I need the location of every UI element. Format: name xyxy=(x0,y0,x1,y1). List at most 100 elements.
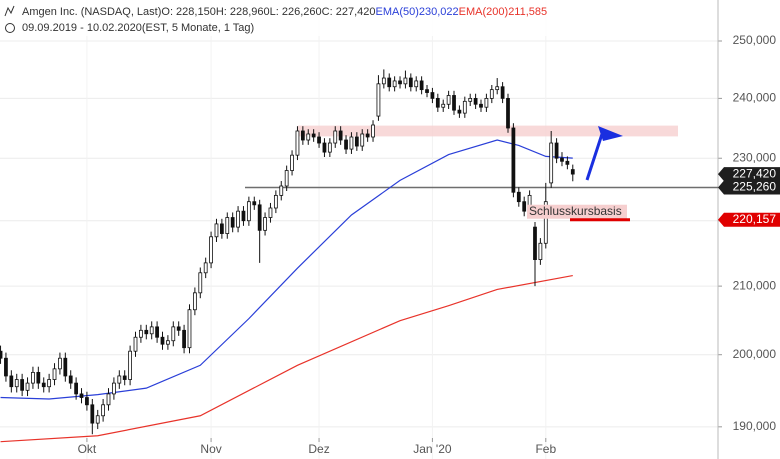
legend-entry: EMA(50) xyxy=(375,6,418,18)
candle-body xyxy=(570,169,575,175)
candle-body xyxy=(122,375,127,380)
candle-body xyxy=(284,170,289,187)
arrow xyxy=(585,130,605,181)
candle-body xyxy=(139,329,143,338)
candle-body xyxy=(522,201,527,212)
candle-body xyxy=(430,92,435,99)
candle-body xyxy=(193,292,197,311)
candle-body xyxy=(252,201,257,206)
candle-body xyxy=(425,89,429,93)
candle-body xyxy=(452,95,456,111)
candle-body xyxy=(311,133,316,138)
candle-body xyxy=(230,217,235,228)
candle-body xyxy=(166,340,170,345)
legend-value: 211,585 xyxy=(508,6,547,18)
ohlc-value: H: 228,960 xyxy=(216,6,270,18)
candle-body xyxy=(31,371,35,384)
candle-body xyxy=(176,326,181,331)
candle-body xyxy=(338,130,343,141)
legend-value: 230,022 xyxy=(419,6,459,18)
candle-body xyxy=(387,77,392,88)
candle-body xyxy=(257,204,262,231)
annotation-bg xyxy=(527,204,627,219)
ohlc-value: O: 228,150 xyxy=(161,6,215,18)
candle-body xyxy=(41,382,46,388)
candle-body xyxy=(52,368,57,380)
level-tag: 225,260 xyxy=(733,180,777,194)
candle-body xyxy=(376,83,381,117)
candle-body xyxy=(473,97,478,105)
candle-body xyxy=(306,133,311,141)
candle-body xyxy=(9,375,14,388)
x-tick-label: Nov xyxy=(200,442,221,456)
candle-body xyxy=(20,379,25,391)
resistance-zone xyxy=(298,125,678,137)
candle-body xyxy=(68,375,73,384)
candle-body xyxy=(506,97,510,129)
candle-body xyxy=(209,236,213,264)
y-tick-label: 250,000 xyxy=(733,33,777,47)
candle-body xyxy=(182,329,186,349)
candle-body xyxy=(171,326,176,342)
candle-body xyxy=(462,100,467,114)
candle-body xyxy=(333,130,338,144)
candle-body xyxy=(565,160,570,165)
candle-body xyxy=(0,350,3,359)
candle-body xyxy=(484,97,489,108)
candle-body xyxy=(414,80,419,88)
candle-body xyxy=(554,142,559,159)
candle-body xyxy=(58,357,62,370)
candle-body xyxy=(117,375,122,384)
chart-icon xyxy=(4,5,15,17)
y-tick-label: 230,000 xyxy=(733,150,777,164)
candle-body xyxy=(246,201,251,222)
candle-body xyxy=(511,127,516,193)
legend-entry: EMA(200) xyxy=(459,6,509,18)
candle-body xyxy=(106,393,111,406)
candle-body xyxy=(479,103,483,108)
last-price-tag-box xyxy=(718,167,780,182)
candle-body xyxy=(516,191,521,203)
candle-body xyxy=(155,326,159,338)
candle-body xyxy=(344,139,348,150)
y-tick-label: 190,000 xyxy=(733,419,777,433)
candle-body xyxy=(241,210,246,222)
plot-area xyxy=(0,0,722,459)
candle-body xyxy=(25,382,30,391)
candle-body xyxy=(371,124,375,138)
candle-body xyxy=(468,97,473,102)
candle-body xyxy=(457,109,462,114)
candle-body xyxy=(300,130,305,141)
candle-body xyxy=(203,262,208,274)
ohlc-value: L: 226,260 xyxy=(270,6,322,18)
candle-body xyxy=(144,329,149,335)
header-line: Amgen Inc. (NASDAQ, Last)O: 228,150H: 22… xyxy=(22,6,547,18)
candle-body xyxy=(446,95,451,105)
candle-body xyxy=(327,142,332,153)
candle-body xyxy=(419,80,424,91)
candle-body xyxy=(360,133,365,147)
y-tick-label: 240,000 xyxy=(733,91,777,105)
candle-body xyxy=(349,136,354,150)
candle-body xyxy=(112,382,116,395)
candle-body xyxy=(392,80,397,88)
candle-body xyxy=(295,130,300,156)
candle-body xyxy=(273,194,278,209)
instrument-name: Amgen Inc. (NASDAQ, Last) xyxy=(22,6,161,18)
candle-body xyxy=(133,336,138,352)
candle-body xyxy=(47,379,52,388)
candle-body xyxy=(441,103,446,108)
candle-body xyxy=(549,142,554,184)
annotation-text: Schlusskursbasis xyxy=(529,204,622,218)
candle-body xyxy=(398,80,402,85)
candle-body xyxy=(225,217,230,234)
level-tag-box xyxy=(718,212,780,227)
candle-body xyxy=(85,397,89,406)
candle-body xyxy=(495,86,500,91)
candle-body xyxy=(317,136,321,144)
candle-body xyxy=(408,77,413,88)
last-price-tag: 227,420 xyxy=(733,166,777,180)
candle-body xyxy=(263,217,267,231)
